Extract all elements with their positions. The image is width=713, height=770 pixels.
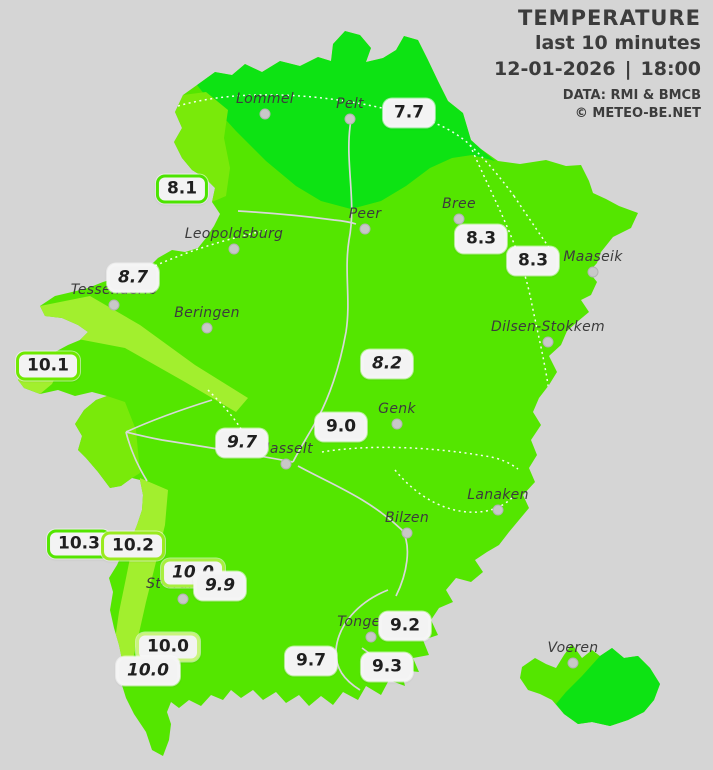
town-dot <box>228 243 240 255</box>
town-label: Dilsen-Stokkem <box>491 319 605 335</box>
town-dot <box>259 108 271 120</box>
temperature-badge: 10.2 <box>101 531 165 561</box>
map-title: TEMPERATURE <box>518 6 701 30</box>
temperature-badge: 8.3 <box>506 246 560 276</box>
town-label: Peer <box>348 206 382 222</box>
temperature-badge: 8.3 <box>454 224 508 254</box>
data-source: DATA: RMI & BMCB <box>562 87 701 103</box>
town-dot <box>201 322 213 334</box>
town-dot <box>391 418 403 430</box>
map-datetime: 12-01-2026 | 18:00 <box>494 57 701 81</box>
town-label: Beringen <box>174 305 240 321</box>
temperature-badge: 9.7 <box>284 646 338 676</box>
town-dot <box>567 657 579 669</box>
temperature-badge: 10.1 <box>16 351 80 381</box>
temperature-badge: 9.7 <box>215 428 269 458</box>
mid-temperature-band-west-lommel <box>174 92 230 202</box>
town-label: Lanaken <box>467 487 529 503</box>
map-time: 18:00 <box>640 57 701 80</box>
copyright: © METEO-BE.NET <box>574 105 701 121</box>
temperature-badge: 7.7 <box>382 98 436 128</box>
town-dot <box>492 504 504 516</box>
temperature-badge: 9.0 <box>314 412 368 442</box>
town-dot <box>587 266 599 278</box>
town-label: Genk <box>378 401 416 417</box>
temperature-badge: 9.2 <box>378 611 432 641</box>
town-label: Leopoldsburg <box>184 226 284 242</box>
town-label: Bree <box>442 196 476 212</box>
warm-zone-st-truiden-strip <box>115 478 168 686</box>
town-dot <box>453 213 465 225</box>
map-date: 12-01-2026 <box>494 57 616 80</box>
map-header: TEMPERATURE last 10 minutes 12-01-2026 | 1… <box>494 6 701 122</box>
town-dot <box>365 631 377 643</box>
town-dot <box>280 458 292 470</box>
town-label: Lommel <box>236 91 294 107</box>
town-label: Pelt <box>336 96 364 112</box>
temperature-badge: 8.1 <box>155 174 209 204</box>
town-label: Bilzen <box>384 510 430 526</box>
town-label: Hasselt <box>259 441 313 457</box>
town-dot <box>177 593 189 605</box>
temperature-badge: 8.7 <box>106 263 160 293</box>
voeren-cool-zone <box>556 648 660 726</box>
mid-temperature-lobe-west <box>75 396 140 488</box>
town-label: Voeren <box>547 640 599 656</box>
temperature-badge: 10.0 <box>116 656 180 686</box>
town-dot <box>359 223 371 235</box>
datetime-separator: | <box>624 57 632 80</box>
town-dot <box>542 336 554 348</box>
town-dot <box>344 113 356 125</box>
temperature-badge: 9.9 <box>193 571 247 601</box>
town-label: Maaseik <box>563 249 623 265</box>
town-dot <box>108 299 120 311</box>
temperature-badge: 8.2 <box>360 349 414 379</box>
map-subtitle: last 10 minutes <box>534 32 701 55</box>
warm-zone-tessenderlo <box>38 296 248 412</box>
temperature-badge: 9.3 <box>360 652 414 682</box>
town-dot <box>401 527 413 539</box>
